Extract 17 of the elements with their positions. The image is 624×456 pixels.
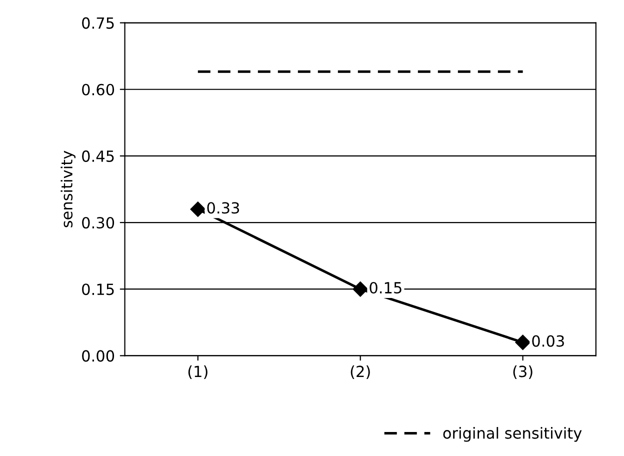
point (515, 334, 530, 350)
y-tick-label: 0.15 (82, 284, 114, 296)
x-tick-label: (3) (513, 365, 532, 380)
y-tick-label: 0.75 (82, 17, 114, 29)
data-label: 0.15 (370, 282, 402, 294)
y-tick-label: 0.30 (82, 216, 114, 229)
x-tick-label: (1) (188, 365, 208, 380)
data-label: 0.33 (207, 202, 240, 214)
y-tick-label: 0.60 (82, 84, 114, 96)
point (352, 282, 368, 297)
y-tick-label: 0.00 (82, 350, 114, 362)
point (190, 202, 206, 217)
legend-label: original sensitivity (443, 427, 582, 442)
data-label: 0.03 (532, 335, 564, 347)
y-axis-title: sensitivity (60, 150, 76, 228)
y-tick-label: 0.45 (82, 150, 114, 162)
x-tick-label: (2) (350, 365, 370, 380)
